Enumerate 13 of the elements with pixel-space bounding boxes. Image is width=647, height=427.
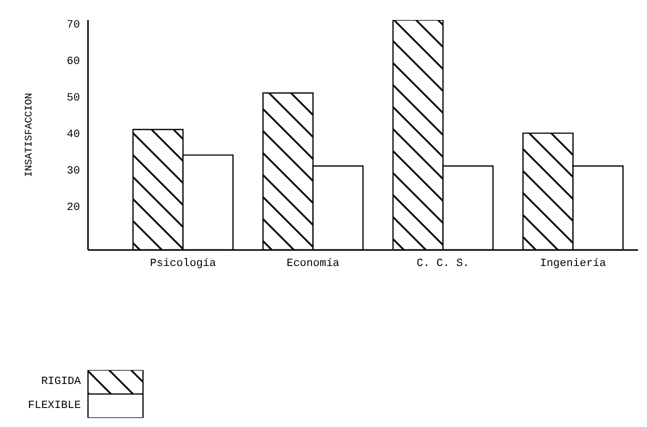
- legend-label: RIGIDA: [41, 376, 81, 388]
- x-tick-label: C. C. S.: [416, 258, 470, 270]
- y-tick-label: 40: [66, 129, 80, 142]
- y-axis-title: INSATISFACCION: [24, 92, 36, 178]
- legend-label: FLEXIBLE: [28, 400, 81, 412]
- y-tick-label: 20: [66, 202, 80, 214]
- y-tick-label: 60: [66, 56, 80, 68]
- y-tick-label: 30: [66, 166, 80, 178]
- x-tick-label: Psicología: [150, 258, 216, 270]
- x-tick-label: Ingeniería: [540, 258, 606, 270]
- x-tick-label: Economía: [286, 258, 340, 270]
- y-tick-label: 70: [66, 20, 80, 32]
- y-tick-label: 50: [66, 92, 80, 105]
